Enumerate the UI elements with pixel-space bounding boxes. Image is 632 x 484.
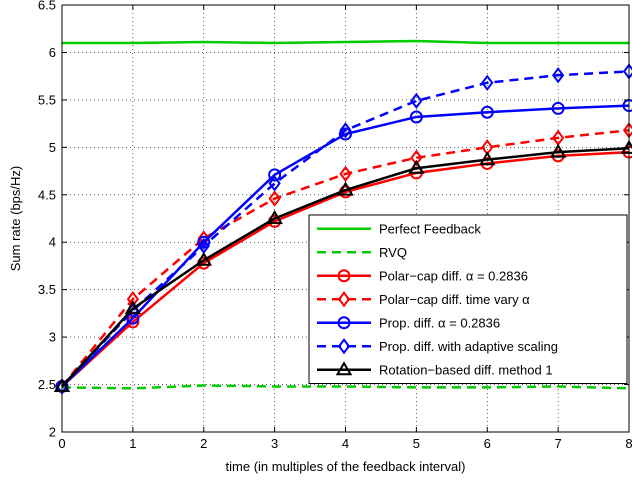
x-tick-label: 1 [129, 436, 136, 451]
x-tick-label: 8 [625, 436, 632, 451]
y-tick-label: 6 [49, 45, 56, 60]
y-tick-label: 2 [49, 425, 56, 440]
data-point [410, 149, 423, 166]
legend-entry: Polar−cap diff. α = 0.2836 [317, 268, 528, 283]
data-point [266, 210, 283, 225]
data-point [195, 251, 212, 266]
data-point [551, 101, 565, 115]
x-tick-label: 0 [58, 436, 65, 451]
y-tick-label: 4 [49, 235, 56, 250]
legend-entry: RVQ [317, 245, 407, 260]
y-tick-label: 5.5 [38, 92, 56, 107]
y-tick-label: 2.5 [38, 377, 56, 392]
series-1 [62, 39, 629, 45]
legend-marker [337, 338, 351, 355]
x-tick-label: 5 [413, 436, 420, 451]
legend-label: Polar−cap diff. α = 0.2836 [379, 268, 528, 283]
y-tick-label: 4.5 [38, 187, 56, 202]
data-point [124, 300, 142, 315]
legend-entry: Prop. diff. α = 0.2836 [317, 315, 500, 330]
data-point [197, 235, 211, 249]
legend-marker [337, 291, 351, 308]
data-point [268, 190, 281, 207]
data-point [339, 165, 352, 183]
series-line [61, 129, 630, 388]
data-point [410, 92, 423, 110]
tick-layer: 0 1 2 3 4 5 6 7 8 2 2.5 3 3.5 4 4.5 5 5.5 6 6.5 [38, 0, 632, 451]
data-point [268, 168, 282, 182]
legend-marker [337, 269, 351, 283]
y-axis-label: Sum rate (bps/Hz) [8, 166, 23, 271]
data-point [480, 105, 494, 119]
series-line [61, 384, 630, 390]
legend-entry: Perfect Feedback [317, 221, 481, 236]
data-point [408, 159, 425, 174]
x-tick-label: 6 [484, 436, 491, 451]
series-line [62, 39, 629, 45]
data-point [268, 175, 281, 192]
data-point [479, 151, 496, 166]
series-line [61, 150, 630, 388]
data-point [339, 122, 352, 139]
x-tick-label: 4 [342, 436, 349, 451]
legend: Perfect Feedback RVQ Polar−cap diff. α = 0… [308, 214, 628, 384]
y-tick-label: 6.5 [38, 0, 56, 13]
legend-entry: Rotation−based diff. method 1 [317, 361, 553, 377]
legend-label: Prop. diff. with adaptive scaling [379, 339, 558, 354]
data-point [549, 143, 567, 158]
x-tick-label: 7 [555, 436, 562, 451]
data-point [481, 74, 494, 91]
legend-label: Prop. diff. α = 0.2836 [379, 315, 500, 330]
data-point [552, 67, 565, 84]
legend-label: Perfect Feedback [379, 221, 481, 236]
legend-marker [337, 316, 351, 330]
data-point [409, 110, 423, 124]
x-axis-label: time (in multiples of the feedback inter… [226, 459, 466, 474]
data-point [337, 181, 354, 196]
y-tick-label: 3.5 [38, 282, 56, 297]
legend-marker [335, 361, 353, 376]
x-tick-label: 2 [200, 436, 207, 451]
y-tick-label: 3 [49, 330, 56, 345]
series-layer [53, 39, 632, 395]
legend-label: Polar−cap diff. time vary α [379, 292, 530, 307]
legend-entry: Prop. diff. with adaptive scaling [317, 338, 558, 355]
series-line [61, 147, 630, 388]
x-tick-label: 3 [271, 436, 278, 451]
legend-entry: Polar−cap diff. time vary α [317, 291, 530, 308]
y-tick-label: 5 [49, 140, 56, 155]
legend-label: Rotation−based diff. method 1 [379, 362, 553, 377]
series-2 [61, 384, 630, 390]
series-line [61, 70, 630, 388]
legend-label: RVQ [379, 245, 407, 260]
